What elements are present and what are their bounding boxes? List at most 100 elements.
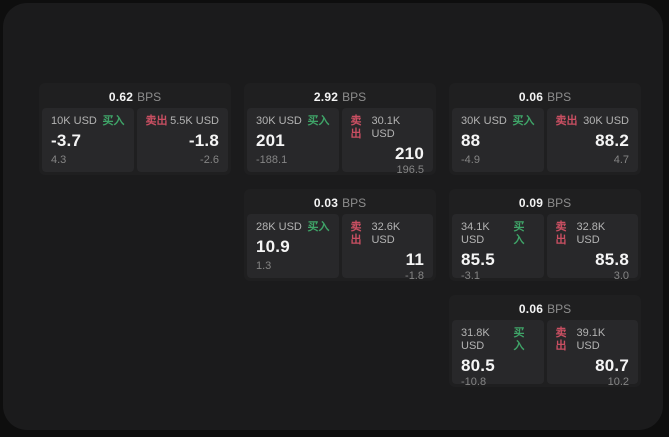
buy-tile[interactable]: 31.8K USD 买入 80.5 -10.8 <box>452 320 544 388</box>
buy-tile[interactable]: 30K USD 买入 201 -188.1 <box>247 108 339 172</box>
buy-tile-header: 30K USD 买入 <box>256 115 330 128</box>
buy-price: 85.5 <box>461 250 495 269</box>
card-body: 34.1K USD 买入 85.5 -3.1 卖出 32.8K USD 85.8… <box>452 214 638 282</box>
sell-side-label: 卖出 <box>555 115 578 127</box>
sell-delta: 3.0 <box>613 270 629 282</box>
card-header: 0.06 BPS <box>452 86 638 108</box>
buy-size-label: 30K USD <box>461 115 507 127</box>
sell-side-label: 卖出 <box>350 115 362 140</box>
buy-side-label: 买入 <box>512 115 535 127</box>
card-body: 31.8K USD 买入 80.5 -10.8 卖出 39.1K USD 80.… <box>452 320 638 388</box>
bps-unit-label: BPS <box>547 302 572 316</box>
buy-delta: 1.3 <box>256 260 272 272</box>
buy-size-label: 30K USD <box>256 115 302 127</box>
buy-delta: -10.8 <box>461 376 487 388</box>
card-body: 28K USD 买入 10.9 1.3 卖出 32.6K USD 11 -1.8 <box>247 214 433 282</box>
sell-side-label: 卖出 <box>555 221 567 246</box>
bps-value: 0.06 <box>518 302 544 316</box>
sell-tile[interactable]: 卖出 32.8K USD 85.8 3.0 <box>546 214 638 282</box>
bps-value: 0.09 <box>518 196 544 210</box>
sell-tile-header: 卖出 30.1K USD <box>351 115 425 141</box>
sell-size-label: 32.8K USD <box>576 221 606 246</box>
sell-tile[interactable]: 卖出 30.1K USD 210 196.5 <box>341 108 433 176</box>
pricing-card: 0.06 BPS 30K USD 买入 88 -4.9 卖出 30K USD 8… <box>449 83 641 175</box>
bps-unit-label: BPS <box>547 196 572 210</box>
sell-delta: -2.6 <box>200 154 219 166</box>
sell-tile[interactable]: 卖出 5.5K USD -1.8 -2.6 <box>136 108 228 172</box>
sell-size-label: 39.1K USD <box>576 327 606 352</box>
bps-value: 0.62 <box>108 90 134 104</box>
buy-size-label: 34.1K USD <box>461 221 490 246</box>
pricing-card: 0.09 BPS 34.1K USD 买入 85.5 -3.1 卖出 32.8K… <box>449 189 641 282</box>
card-header: 0.03 BPS <box>247 192 433 214</box>
buy-tile-header: 34.1K USD 买入 <box>461 221 535 247</box>
buy-tile[interactable]: 30K USD 买入 88 -4.9 <box>452 108 544 172</box>
bps-value: 0.06 <box>518 90 544 104</box>
sell-tile-header: 卖出 32.6K USD <box>351 221 425 247</box>
buy-side-label: 买入 <box>307 221 330 233</box>
sell-size-label: 32.6K USD <box>371 221 401 246</box>
sell-size-label: 5.5K USD <box>170 115 219 127</box>
card-body: 30K USD 买入 201 -188.1 卖出 30.1K USD 210 1… <box>247 108 433 176</box>
buy-size-label: 31.8K USD <box>461 327 490 352</box>
pricing-card: 0.03 BPS 28K USD 买入 10.9 1.3 卖出 32.6K US… <box>244 189 436 282</box>
buy-tile[interactable]: 34.1K USD 买入 85.5 -3.1 <box>452 214 544 282</box>
buy-price: 10.9 <box>256 237 290 256</box>
sell-tile-header: 卖出 5.5K USD <box>146 115 220 128</box>
sell-side-label: 卖出 <box>555 327 567 352</box>
card-header: 2.92 BPS <box>247 86 433 108</box>
bps-unit-label: BPS <box>342 90 367 104</box>
buy-delta: -3.1 <box>461 270 480 282</box>
sell-price: -1.8 <box>188 131 219 150</box>
buy-tile-header: 30K USD 买入 <box>461 115 535 128</box>
buy-price: 201 <box>256 131 285 150</box>
buy-price: 80.5 <box>461 356 495 375</box>
pricing-card: 0.62 BPS 10K USD 买入 -3.7 4.3 卖出 5.5K USD… <box>39 83 231 175</box>
buy-price: 88 <box>461 131 481 150</box>
card-body: 30K USD 买入 88 -4.9 卖出 30K USD 88.2 4.7 <box>452 108 638 172</box>
sell-price: 85.8 <box>595 250 629 269</box>
sell-tile[interactable]: 卖出 32.6K USD 11 -1.8 <box>341 214 433 282</box>
sell-tile-header: 卖出 39.1K USD <box>556 327 630 353</box>
sell-delta: 10.2 <box>607 376 629 388</box>
sell-price: 11 <box>405 250 424 269</box>
bps-unit-label: BPS <box>547 90 572 104</box>
card-body: 10K USD 买入 -3.7 4.3 卖出 5.5K USD -1.8 -2.… <box>42 108 228 172</box>
bps-value: 2.92 <box>313 90 339 104</box>
buy-tile-header: 31.8K USD 买入 <box>461 327 535 353</box>
buy-side-label: 买入 <box>513 327 525 352</box>
buy-size-label: 28K USD <box>256 221 302 233</box>
pricing-card: 0.06 BPS 31.8K USD 买入 80.5 -10.8 卖出 39.1… <box>449 295 641 388</box>
sell-tile[interactable]: 卖出 30K USD 88.2 4.7 <box>546 108 638 172</box>
bps-unit-label: BPS <box>137 90 162 104</box>
buy-tile[interactable]: 28K USD 买入 10.9 1.3 <box>247 214 339 278</box>
sell-price: 80.7 <box>595 356 629 375</box>
buy-size-label: 10K USD <box>51 115 97 127</box>
bps-value: 0.03 <box>313 196 339 210</box>
buy-side-label: 买入 <box>513 221 525 246</box>
buy-side-label: 买入 <box>102 115 125 127</box>
buy-delta: -4.9 <box>461 154 480 166</box>
pricing-card: 2.92 BPS 30K USD 买入 201 -188.1 卖出 30.1K … <box>244 83 436 176</box>
sell-delta: 4.7 <box>613 154 629 166</box>
card-header: 0.06 BPS <box>452 298 638 320</box>
sell-tile-header: 卖出 32.8K USD <box>556 221 630 247</box>
sell-side-label: 卖出 <box>145 115 168 127</box>
sell-tile[interactable]: 卖出 39.1K USD 80.7 10.2 <box>546 320 638 388</box>
sell-size-label: 30K USD <box>583 115 629 127</box>
sell-delta: -1.8 <box>405 270 424 282</box>
buy-price: -3.7 <box>51 131 82 150</box>
buy-delta: 4.3 <box>51 154 67 166</box>
sell-price: 210 <box>395 144 424 163</box>
pricing-cards-grid: 0.62 BPS 10K USD 买入 -3.7 4.3 卖出 5.5K USD… <box>39 83 641 388</box>
buy-tile-header: 10K USD 买入 <box>51 115 125 128</box>
app-background: 0.62 BPS 10K USD 买入 -3.7 4.3 卖出 5.5K USD… <box>3 3 663 430</box>
sell-delta: 196.5 <box>396 164 424 176</box>
card-header: 0.62 BPS <box>42 86 228 108</box>
buy-tile-header: 28K USD 买入 <box>256 221 330 234</box>
buy-side-label: 买入 <box>307 115 330 127</box>
sell-price: 88.2 <box>595 131 629 150</box>
card-header: 0.09 BPS <box>452 192 638 214</box>
sell-side-label: 卖出 <box>350 221 362 246</box>
buy-tile[interactable]: 10K USD 买入 -3.7 4.3 <box>42 108 134 172</box>
